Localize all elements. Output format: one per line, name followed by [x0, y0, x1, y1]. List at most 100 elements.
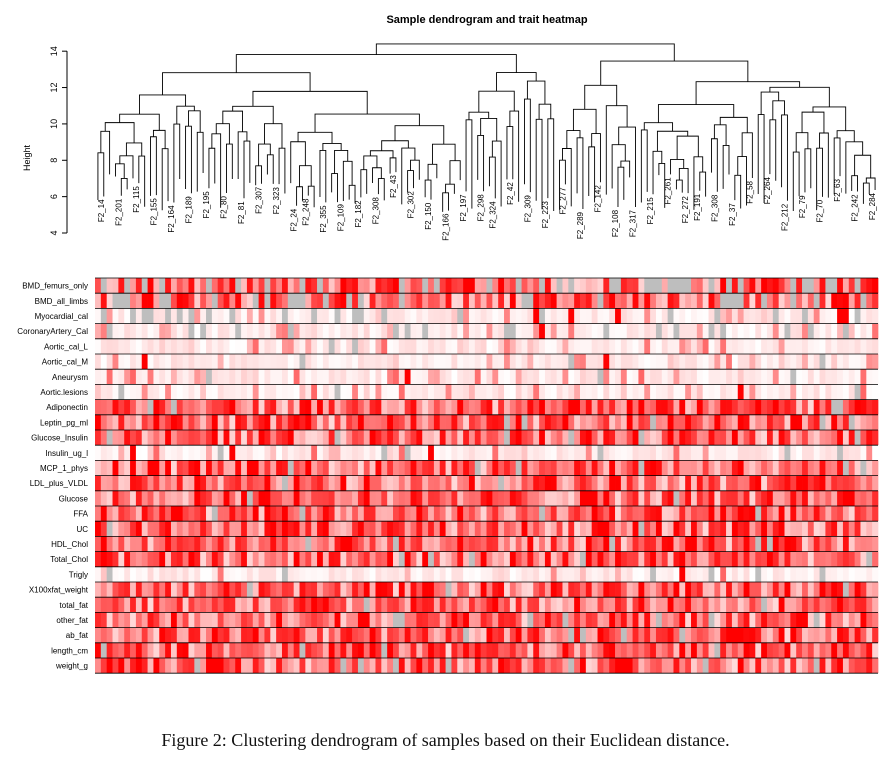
heatmap-cell — [790, 612, 797, 628]
heatmap-cell — [252, 278, 259, 294]
heatmap-cell — [521, 354, 528, 370]
heatmap-cell — [720, 430, 727, 446]
heatmap-cell — [416, 308, 423, 324]
heatmap-cell — [194, 506, 201, 522]
heatmap-cell — [305, 642, 312, 658]
heatmap-cell — [118, 369, 125, 385]
heatmap-cell — [381, 445, 388, 461]
heatmap-cell — [854, 308, 861, 324]
heatmap-cell — [422, 627, 429, 643]
dendrogram-branch — [97, 152, 105, 201]
heatmap-cell — [328, 293, 335, 309]
heatmap-cell — [439, 354, 446, 370]
heatmap-cell — [130, 627, 137, 643]
heatmap-cell — [445, 490, 452, 506]
heatmap-cell — [784, 278, 791, 294]
heatmap-cell — [130, 566, 137, 582]
heatmap-cell — [550, 582, 557, 598]
heatmap-cell — [790, 445, 797, 461]
heatmap-cell — [428, 384, 435, 400]
heatmap-cell — [375, 369, 382, 385]
heatmap-cell — [357, 323, 365, 339]
heatmap-cell — [515, 430, 522, 446]
heatmap-cell — [95, 658, 102, 674]
heatmap-cell — [194, 597, 201, 613]
heatmap-cell — [556, 308, 563, 324]
heatmap-cell — [655, 506, 663, 522]
heatmap-cell — [416, 278, 423, 294]
heatmap-cell — [135, 536, 143, 552]
heatmap-cell — [147, 627, 154, 643]
heatmap-cell — [796, 475, 803, 491]
heatmap-cell — [872, 597, 879, 613]
heatmap-cell — [439, 506, 446, 522]
heatmap-cell — [480, 430, 487, 446]
heatmap-cell — [486, 658, 493, 674]
heatmap-cell — [714, 627, 721, 643]
heatmap-cell — [357, 430, 365, 446]
heatmap-cell — [632, 597, 639, 613]
heatmap-cell — [527, 642, 534, 658]
heatmap-cell — [445, 399, 452, 415]
dendrogram-branch — [547, 118, 555, 212]
heatmap-cell — [317, 506, 324, 522]
heatmap-cell — [673, 414, 680, 430]
heatmap-cell — [393, 627, 400, 643]
heatmap-cell — [398, 597, 406, 613]
heatmap-cell — [410, 506, 417, 522]
sample-label: F2_166 — [442, 213, 451, 241]
dendrogram-branch — [255, 165, 262, 186]
heatmap-cell — [837, 551, 844, 567]
heatmap-cell — [574, 278, 581, 294]
heatmap-cell — [328, 278, 335, 294]
heatmap-cell — [439, 384, 446, 400]
heatmap-cell — [609, 475, 616, 491]
heatmap-cell — [287, 506, 295, 522]
heatmap-cell — [504, 414, 511, 430]
heatmap-cell — [404, 490, 411, 506]
heatmap-cell — [597, 597, 604, 613]
heatmap-cell — [130, 521, 137, 537]
heatmap-cell — [252, 323, 259, 339]
heatmap-cell — [568, 430, 575, 446]
heatmap-cell — [217, 551, 224, 567]
heatmap-cell — [363, 445, 370, 461]
sample-label: F2_215 — [646, 197, 655, 225]
heatmap-cell — [474, 338, 482, 354]
heatmap-cell — [410, 445, 417, 461]
heatmap-cell — [305, 551, 312, 567]
dendrogram-branch — [173, 123, 181, 203]
heatmap-cell — [112, 566, 119, 582]
heatmap-cell — [562, 354, 569, 370]
heatmap-cell — [451, 506, 458, 522]
heatmap-cell — [188, 278, 195, 294]
heatmap-cell — [562, 399, 569, 415]
heatmap-cell — [293, 308, 300, 324]
heatmap-cell — [433, 338, 441, 354]
heatmap-cell — [737, 490, 744, 506]
heatmap-cell — [597, 658, 604, 674]
heatmap-cell — [147, 445, 154, 461]
heatmap-cell — [246, 460, 254, 476]
heatmap-cell — [655, 612, 663, 628]
heatmap-cell — [842, 399, 850, 415]
heatmap-cell — [591, 506, 598, 522]
heatmap-cell — [357, 597, 365, 613]
heatmap-cell — [544, 536, 552, 552]
dendrogram-branch — [812, 106, 847, 131]
sample-label: F2_150 — [424, 202, 433, 230]
heatmap-cell — [562, 597, 569, 613]
heatmap-cell — [100, 338, 108, 354]
heatmap-cell — [439, 430, 446, 446]
heatmap-cell — [404, 399, 411, 415]
heatmap-cell — [211, 566, 219, 582]
heatmap-cell — [638, 399, 645, 415]
heatmap-cell — [667, 490, 674, 506]
heatmap-cell — [182, 323, 189, 339]
dendrogram-branch — [115, 163, 125, 179]
heatmap-cell — [463, 521, 470, 537]
heatmap-cell — [691, 658, 698, 674]
heatmap-cell — [246, 293, 254, 309]
heatmap-cell — [842, 278, 850, 294]
heatmap-cell — [270, 642, 277, 658]
